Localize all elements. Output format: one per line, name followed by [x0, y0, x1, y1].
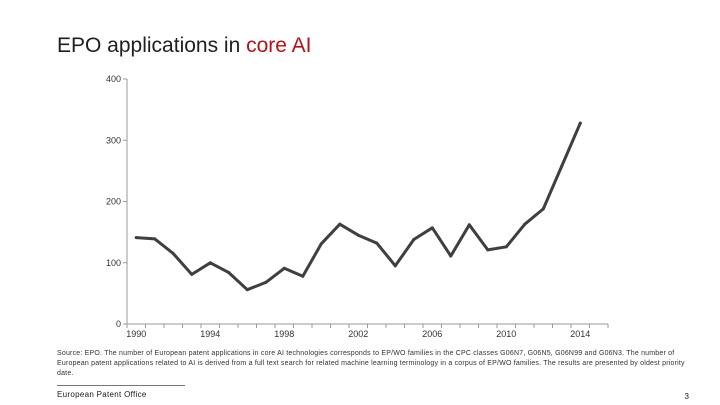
- data-point: [412, 237, 416, 241]
- x-tick-label: 1994: [200, 329, 220, 339]
- data-point: [282, 266, 286, 270]
- data-point: [208, 261, 212, 265]
- data-point: [375, 241, 379, 245]
- data-point: [560, 164, 564, 168]
- data-point: [486, 248, 490, 252]
- x-tick-label: 2014: [570, 329, 590, 339]
- data-point: [541, 207, 545, 211]
- y-tick-label: 100: [106, 258, 121, 268]
- line-chart: 0 100 200 300 400 1990 1994 1998 2002 2006 2010 201…: [106, 74, 609, 339]
- data-point: [393, 264, 397, 268]
- footer-divider: [57, 385, 185, 386]
- data-point: [245, 288, 249, 292]
- slide-title: EPO applications in core AI: [57, 34, 311, 58]
- source-note: Source: EPO. The number of European pate…: [57, 350, 685, 377]
- data-point: [578, 121, 582, 125]
- series-line: [134, 121, 582, 292]
- data-point: [134, 236, 138, 240]
- slide-title-accent: core AI: [246, 34, 312, 57]
- y-tick-label: 200: [106, 197, 121, 207]
- data-point: [504, 245, 508, 249]
- data-point: [467, 223, 471, 227]
- data-point: [356, 233, 360, 237]
- data-point: [264, 280, 268, 284]
- data-point: [227, 271, 231, 275]
- y-tick-label: 0: [116, 319, 121, 329]
- data-point: [171, 252, 175, 256]
- data-point: [523, 222, 527, 226]
- data-point: [190, 272, 194, 276]
- slide-title-main: EPO applications in: [57, 34, 247, 57]
- data-point: [449, 254, 453, 258]
- x-tick-label: 2002: [348, 329, 368, 339]
- data-point: [301, 274, 305, 278]
- x-tick-label: 2010: [496, 329, 516, 339]
- data-point: [319, 242, 323, 246]
- data-point: [430, 226, 434, 230]
- x-tick-label: 1998: [274, 329, 294, 339]
- x-tick-label: 2006: [422, 329, 442, 339]
- data-point: [338, 222, 342, 226]
- page-number: 3: [684, 392, 689, 401]
- footer-organization: European Patent Office: [57, 390, 147, 399]
- y-tick-label: 300: [106, 135, 121, 145]
- x-tick-label: 1990: [126, 329, 146, 339]
- data-point: [153, 237, 157, 241]
- y-tick-label: 400: [106, 74, 121, 84]
